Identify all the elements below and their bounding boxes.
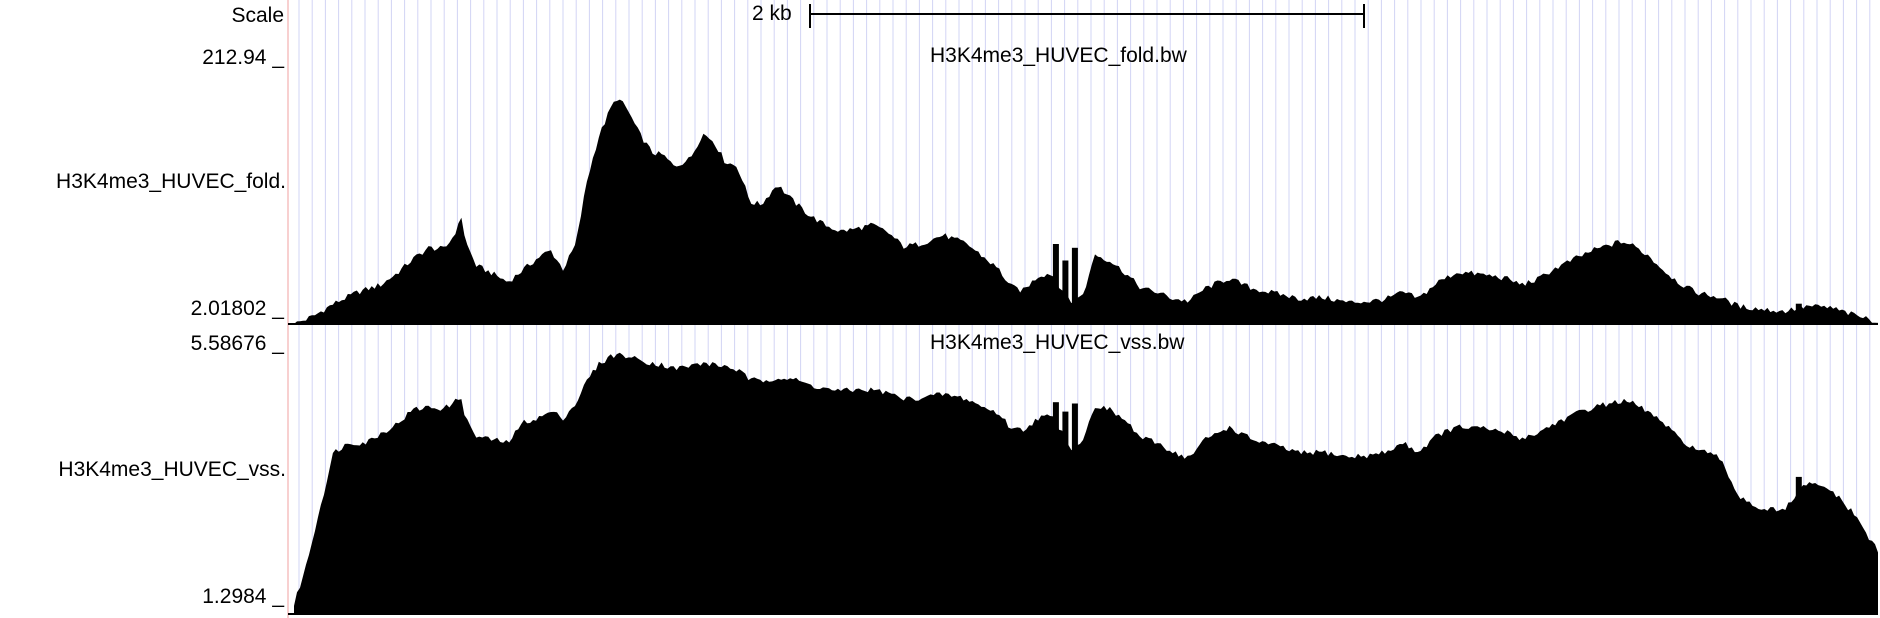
- signal-spike: [1062, 411, 1069, 614]
- y-max-label: 5.58676 _: [190, 332, 284, 355]
- signal-spike: [1062, 260, 1069, 324]
- signal-spike: [1653, 424, 1660, 614]
- track-title: H3K4me3_HUVEC_fold.bw: [930, 44, 1187, 67]
- scale-bar-label: 2 kb: [752, 2, 792, 25]
- signal-spike: [1052, 244, 1059, 324]
- signal-area: [294, 352, 1878, 614]
- track-label[interactable]: H3K4me3_HUVEC_vss.: [58, 458, 286, 481]
- signal-spike: [1795, 303, 1802, 324]
- track-title: H3K4me3_HUVEC_vss.bw: [930, 331, 1185, 354]
- y-min-label: 1.2984 _: [202, 585, 284, 608]
- signal-spike: [1653, 270, 1660, 324]
- y-min-label: 2.01802 _: [190, 297, 284, 320]
- signal-spike: [1071, 247, 1078, 324]
- signal-area: [294, 99, 1878, 324]
- scale-label: Scale: [231, 4, 284, 27]
- signal-spike: [1795, 476, 1802, 614]
- signal-spike: [1052, 402, 1059, 614]
- y-max-label: 212.94 _: [202, 46, 284, 69]
- signal-spike: [1071, 403, 1078, 614]
- track-label[interactable]: H3K4me3_HUVEC_fold.: [56, 170, 286, 193]
